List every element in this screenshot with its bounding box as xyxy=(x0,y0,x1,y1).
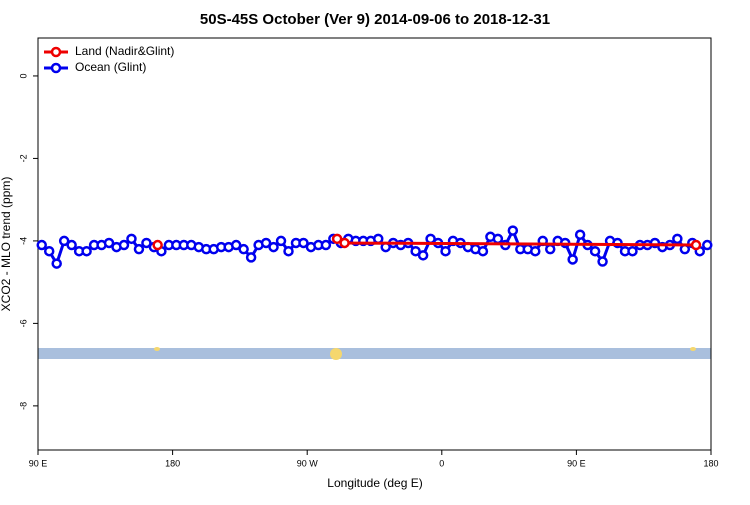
data-point xyxy=(43,245,55,257)
data-point xyxy=(339,237,350,249)
x-tick-label: 180 xyxy=(165,458,180,468)
data-point xyxy=(36,239,47,251)
legend-marker xyxy=(50,62,62,74)
data-point xyxy=(690,239,702,251)
data-point xyxy=(320,239,332,251)
data-point xyxy=(118,239,130,251)
land-spot xyxy=(330,348,342,360)
data-point xyxy=(133,243,145,255)
land-spot xyxy=(154,347,160,351)
y-tick-label: 0 xyxy=(18,73,28,78)
x-tick-label: 90 E xyxy=(567,458,586,468)
data-point xyxy=(141,237,152,249)
legend-label: Ocean (Glint) xyxy=(75,60,146,74)
data-point xyxy=(672,233,683,245)
y-axis-label: XCO2 - MLO trend (ppm) xyxy=(0,177,13,312)
data-point xyxy=(275,235,287,247)
data-point xyxy=(477,245,489,257)
y-tick-label: -8 xyxy=(18,402,28,410)
data-point xyxy=(268,241,279,253)
data-point xyxy=(574,229,586,240)
chart-title: 50S-45S October (Ver 9) 2014-09-06 to 20… xyxy=(200,11,550,28)
data-point xyxy=(544,243,556,255)
x-tick-label: 180 xyxy=(703,458,718,468)
y-tick-label: -6 xyxy=(18,319,28,327)
land-spot xyxy=(690,347,696,351)
data-point xyxy=(81,245,92,257)
data-point xyxy=(627,245,638,257)
data-point xyxy=(440,245,451,257)
y-tick-label: -2 xyxy=(18,154,28,162)
data-point xyxy=(298,237,309,249)
data-point xyxy=(597,256,608,267)
data-point xyxy=(245,252,257,263)
data-point xyxy=(331,233,343,245)
data-point xyxy=(372,233,384,245)
data-point xyxy=(410,245,421,257)
data-point xyxy=(126,233,137,245)
data-point xyxy=(66,239,77,251)
x-tick-label: 0 xyxy=(439,458,444,468)
data-point xyxy=(51,258,62,269)
data-point xyxy=(152,239,163,251)
legend-label: Land (Nadir&Glint) xyxy=(75,44,174,58)
data-point xyxy=(260,237,272,249)
data-point xyxy=(230,239,242,251)
legend-marker xyxy=(50,46,62,58)
data-point xyxy=(702,239,713,251)
data-point xyxy=(567,254,578,265)
data-point xyxy=(103,237,115,249)
data-point xyxy=(589,245,601,257)
data-point xyxy=(530,245,541,257)
data-point xyxy=(417,250,429,261)
data-point xyxy=(507,225,519,236)
x-tick-label: 90 W xyxy=(297,458,319,468)
y-tick-label: -4 xyxy=(18,237,28,245)
surface-band xyxy=(38,348,711,359)
data-point xyxy=(492,233,504,245)
data-point xyxy=(283,245,294,257)
data-point xyxy=(58,235,70,247)
x-tick-label: 90 E xyxy=(29,458,48,468)
x-axis-label: Longitude (deg E) xyxy=(327,476,422,490)
data-point xyxy=(238,243,249,255)
